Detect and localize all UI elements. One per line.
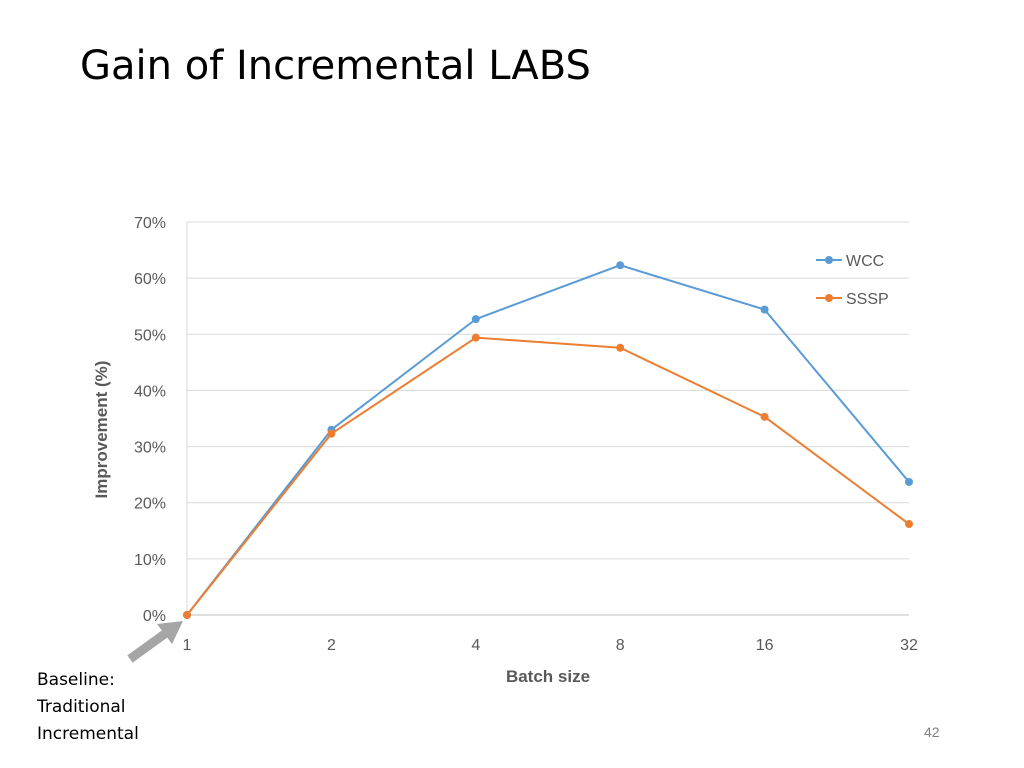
x-tick-label: 2 [327,637,336,654]
legend-label-sssp: SSSP [846,291,889,308]
gridlines [187,221,909,616]
legend-marker-sssp [825,294,833,302]
data-point-wcc [760,305,769,314]
data-point-sssp [905,520,913,529]
x-tick-label: 32 [900,637,918,654]
legend-marker-wcc [825,256,833,264]
data-point-wcc [905,477,913,486]
annotation-layer [127,621,183,663]
data-point-wcc [471,315,480,324]
baseline-arrow-head-icon [157,621,183,644]
data-point-sssp [327,429,336,438]
x-tick-label: 4 [471,637,480,654]
x-tick-label: 1 [183,637,192,654]
y-tick-label: 50% [134,327,166,344]
slide-title: Gain of Incremental LABS [80,43,591,89]
y-tick-label: 60% [134,271,166,288]
data-point-sssp [760,412,769,421]
baseline-note-line: Baseline: [37,670,115,690]
y-axis-title: Improvement (%) [92,361,111,499]
baseline-note-line: Incremental [37,724,139,744]
legend-label-wcc: WCC [846,253,884,270]
data-point-sssp [616,343,625,352]
baseline-arrow-icon [127,629,169,663]
baseline-note-line: Traditional [37,697,126,717]
y-tick-label: 10% [134,552,166,569]
x-axis-title: Batch size [506,667,590,686]
x-tick-label: 8 [616,637,625,654]
data-point-sssp [471,333,480,342]
legend: WCC SSSP [816,253,889,308]
series-line-sssp [186,336,910,616]
y-tick-label: 30% [134,440,166,457]
baseline-note: Baseline: Traditional Incremental [37,667,139,748]
y-tick-label: 0% [143,608,166,625]
y-tick-label: 40% [134,383,166,400]
series-layer [183,261,913,619]
data-point-sssp [183,611,191,619]
axes: 0% 10% 20% 30% 40% 50% 60% 70% 1 2 4 8 16 32 Batch siz… [92,215,918,686]
series-line-wcc [186,264,910,616]
x-tick-label: 16 [756,637,774,654]
data-point-wcc [616,261,625,270]
page-number: 42 [924,724,940,740]
y-tick-label: 70% [134,215,166,232]
y-tick-label: 20% [134,496,166,513]
